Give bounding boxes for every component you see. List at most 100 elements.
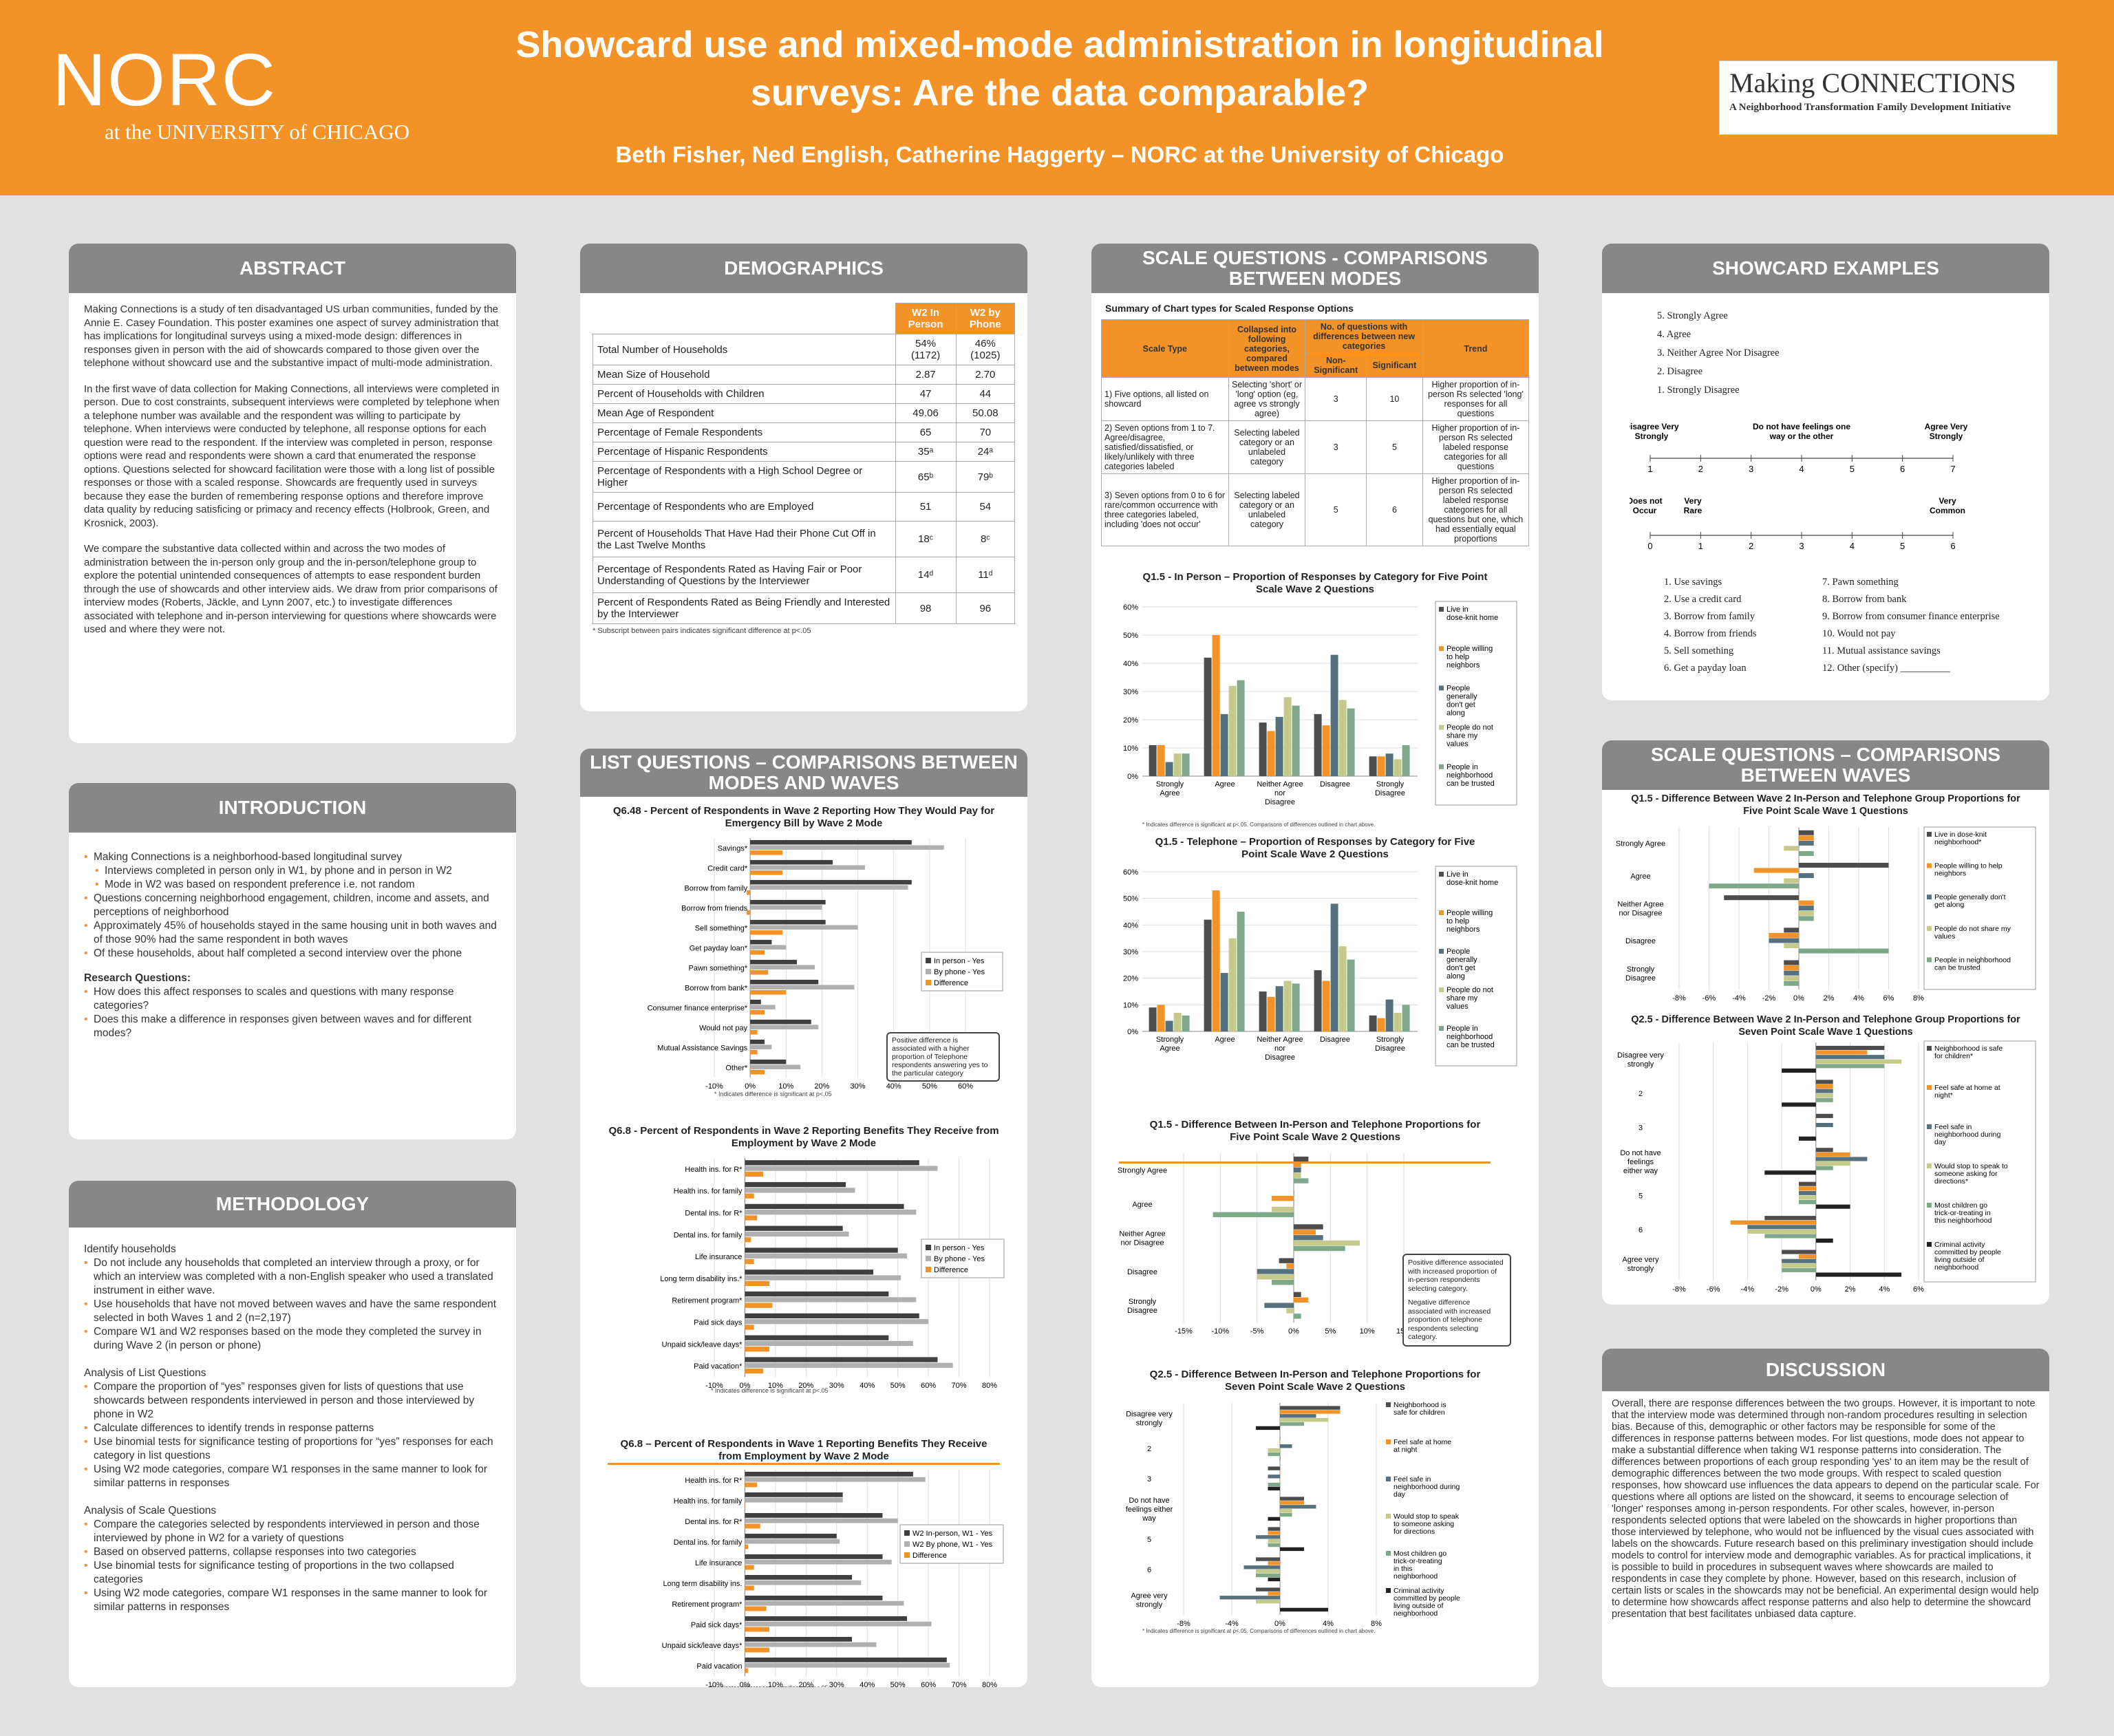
showcard-list-item: 8. Borrow from bank [1822, 594, 1907, 605]
row-label: Percent of Households with Children [592, 384, 896, 404]
legend-swatch [926, 1245, 931, 1250]
discussion-heading: DISCUSSION [1602, 1349, 2049, 1391]
legend-label: Difference [934, 979, 968, 987]
legend-swatch [904, 1552, 910, 1558]
legend-swatch [926, 958, 931, 963]
bar-phone [745, 1580, 862, 1585]
showcard-option: 3. Neither Agree Nor Disagree [1657, 347, 1780, 358]
category-label: Do not have [1620, 1149, 1661, 1157]
bar-4 [1402, 1005, 1410, 1031]
bar-inperson [750, 879, 912, 885]
chart-q15-difference: -15%-10%-5%0%5%10%15%Strongly AgreeAgree… [1118, 1153, 1411, 1336]
bar-0 [1280, 1436, 1281, 1440]
bar-4 [1268, 1482, 1280, 1487]
bar-phone [750, 985, 855, 989]
x-tick-label: 6% [1913, 1285, 1924, 1294]
bar-3 [1256, 1569, 1280, 1574]
bar-inperson [750, 939, 772, 945]
bar-0 [1149, 1007, 1157, 1031]
legend-label: Live in dose-knit home [1446, 870, 1498, 887]
bar-difference [745, 1258, 754, 1265]
legend-label: Feel safe at home at night* [1934, 1084, 2000, 1100]
category-label: Agree [1132, 1201, 1152, 1209]
bar-1 [1268, 1531, 1280, 1535]
bar-4 [1256, 1573, 1280, 1578]
bar-3 [1338, 700, 1347, 776]
bar-3 [1799, 910, 1814, 916]
method-subheading: Analysis of Scale Questions [84, 1505, 217, 1517]
bar-difference [745, 1347, 769, 1352]
legend-swatch [1439, 646, 1444, 652]
scale-number: 2 [1698, 464, 1703, 474]
chart-title: Q1.5 - In Person – Proportion of Respons… [1142, 571, 1488, 595]
legend-swatch [1927, 925, 1932, 931]
category-label: nor Disagree [1619, 910, 1663, 918]
legend-swatch [1927, 894, 1932, 900]
scale-waves-panel: SCALE QUESTIONS – COMPARISONS BETWEEN WA… [1602, 740, 2049, 1305]
scale-anchor-label: Very Rare [1684, 496, 1702, 515]
poster-title: Showcard use and mixed-mode administrati… [515, 24, 1604, 114]
scale-waves-heading: SCALE QUESTIONS – COMPARISONS BETWEEN WA… [1602, 740, 2049, 790]
category-label: 3 [1638, 1124, 1643, 1133]
category-label: Agree [1160, 1044, 1179, 1053]
category-label: Strongly [1376, 1036, 1405, 1044]
chart-title: Q2.5 - Difference Between In-Person and … [1149, 1369, 1481, 1393]
chart-q68-wave2: -10% 0% 10% 20% 30% 40% 50% 60% 70% 80% Health ins… [660, 1158, 1005, 1390]
bar-3 [1338, 946, 1347, 1031]
legend-swatch [1439, 1026, 1444, 1031]
legend-label: Neighborhood is safe for children* [1934, 1044, 2003, 1060]
category-label: Unpaid sick/leave days* [662, 1642, 743, 1650]
row-label: Total Number of Households [592, 334, 896, 365]
chart-title: Q6.48 - Percent of Respondents in Wave 2… [612, 805, 995, 829]
category-label: Retirement program* [672, 1600, 743, 1609]
bar-phone [745, 1518, 898, 1523]
summary-cell: 5 [1366, 420, 1423, 474]
legend-label: Feel safe in neighborhood during day [1934, 1123, 2000, 1146]
legend-swatch [1927, 1124, 1932, 1129]
norc-logo-text: NORC [52, 38, 277, 121]
bar-0 [1815, 1113, 1833, 1118]
bar-inperson [745, 1203, 904, 1210]
category-label: Neither Agree [1257, 780, 1303, 789]
intro-subbullet: Interviews completed in person only in W… [84, 864, 501, 878]
showcard-list-item: 6. Get a payday loan [1664, 663, 1747, 674]
th-no: No. of questions with differences betwee… [1305, 319, 1423, 354]
header-banner: NORC at the UNIVERSITY of CHICAGO Showca… [0, 0, 2114, 195]
bar-0 [1815, 1045, 1885, 1051]
category-label: nor Disagree [1121, 1239, 1164, 1247]
scale-callout: Positive difference associated with incr… [1402, 1254, 1511, 1347]
legend-box [1923, 826, 2036, 990]
bar-5 [1782, 1068, 1816, 1073]
bar-difference [750, 850, 783, 855]
bar-phone [750, 905, 822, 910]
bar-inperson [745, 1335, 889, 1340]
bar-0 [1294, 1224, 1323, 1230]
bar-0 [1280, 1497, 1304, 1501]
category-label: nor [1274, 789, 1285, 797]
legend-label: W2 By phone, W1 - Yes [912, 1541, 993, 1549]
bar-1 [1280, 1501, 1304, 1505]
bar-2 [1769, 938, 1799, 943]
summary-cell: 10 [1366, 377, 1423, 421]
bar-inperson [745, 1492, 843, 1497]
bar-1 [1377, 1018, 1385, 1031]
bar-difference [750, 989, 787, 995]
list-questions-panel: LIST QUESTIONS – COMPARISONS BETWEEN MOD… [580, 749, 1027, 1687]
bar-phone [750, 925, 858, 930]
y-tick-label: 0% [1127, 773, 1138, 781]
method-bullet: Compare the categories selected by respo… [84, 1518, 501, 1545]
bar-inperson [750, 839, 912, 845]
x-tick-label: 50% [890, 1681, 906, 1687]
x-tick-label: 4% [1853, 994, 1864, 1003]
x-tick-label: 4% [1879, 1285, 1890, 1294]
intro-bullet: Questions concerning neighborhood engage… [84, 892, 501, 919]
category-label: Borrow from family [684, 885, 747, 893]
summary-cell: Selecting labeled category or an unlabel… [1228, 473, 1306, 546]
legend-label: By phone - Yes [934, 1255, 985, 1263]
category-label: Mutual Assistance Savings [657, 1044, 747, 1053]
x-tick-label: -2% [1762, 994, 1776, 1003]
method-bullet: Use households that have not moved betwe… [84, 1298, 501, 1325]
showcard-list-item: 1. Use savings [1664, 577, 1722, 588]
x-tick-label: 80% [982, 1681, 997, 1687]
demographics-table: W2 In Person W2 by Phone Total Number of … [592, 303, 1016, 624]
